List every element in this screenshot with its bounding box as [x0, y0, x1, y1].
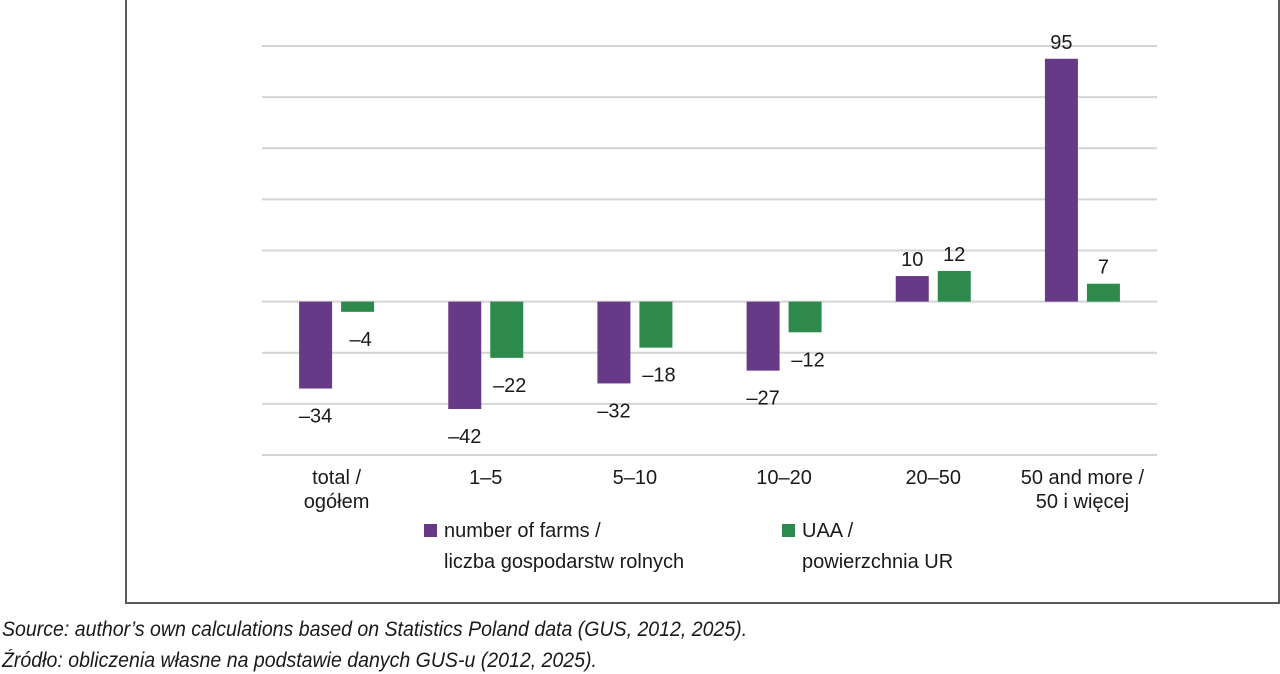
legend-label: liczba gospodarstw rolnych	[444, 551, 684, 573]
category-label: 50 i więcej	[1036, 491, 1129, 513]
data-label: 95	[1050, 32, 1072, 54]
bar-number-of-farms	[895, 276, 929, 302]
legend-label: powierzchnia UR	[802, 551, 953, 573]
bar-uaa	[341, 301, 375, 312]
legend-label: number of farms /	[444, 520, 601, 542]
bar-uaa	[937, 270, 971, 302]
category-label: 5–10	[613, 467, 658, 489]
category-label: 20–50	[905, 467, 961, 489]
bars	[299, 58, 1120, 409]
category-label: 1–5	[469, 467, 502, 489]
value-labels: –34 –4 –42 –22 –32 –18 –27 –12 10 12 95 7	[299, 32, 1109, 448]
bar-uaa	[1086, 283, 1120, 302]
legend: number of farms / liczba gospodarstw roln…	[424, 520, 953, 573]
bar-uaa	[490, 301, 524, 358]
bar-chart: –34 –4 –42 –22 –32 –18 –27 –12 10 12 95 7 total /og…	[262, 32, 1157, 573]
gridlines	[262, 45, 1157, 456]
bar-number-of-farms	[299, 301, 333, 389]
bar-uaa	[639, 301, 673, 348]
data-label: –34	[299, 406, 332, 428]
source-note-en: Source: author’s own calculations based …	[2, 618, 748, 641]
category-label: total /	[312, 467, 361, 489]
data-label: –4	[349, 329, 371, 351]
bar-uaa	[788, 301, 822, 333]
bar-number-of-farms	[746, 301, 780, 371]
category-label: 50 and more /	[1021, 467, 1145, 489]
data-label: –18	[642, 365, 675, 387]
chart-frame	[125, 0, 1280, 604]
legend-swatch-number-of-farms	[424, 524, 437, 537]
legend-swatch-uaa	[782, 524, 795, 537]
data-label: –42	[448, 426, 481, 448]
category-label: ogółem	[304, 491, 370, 513]
source-note-pl: Źródło: obliczenia własne na podstawie d…	[2, 649, 597, 672]
legend-label: UAA /	[802, 520, 854, 542]
category-label: 10–20	[756, 467, 812, 489]
data-label: –27	[746, 388, 779, 410]
category-labels: total /ogółem 1–5 5–10 10–20 20–50 50 and mor…	[304, 467, 1145, 513]
data-label: –12	[791, 349, 824, 371]
data-label: 7	[1098, 257, 1109, 279]
data-label: –22	[493, 375, 526, 397]
data-label: 12	[943, 244, 965, 266]
data-label: –32	[597, 400, 630, 422]
bar-number-of-farms	[1044, 58, 1078, 302]
data-label: 10	[901, 249, 923, 271]
bar-number-of-farms	[597, 301, 631, 384]
bar-number-of-farms	[448, 301, 482, 409]
